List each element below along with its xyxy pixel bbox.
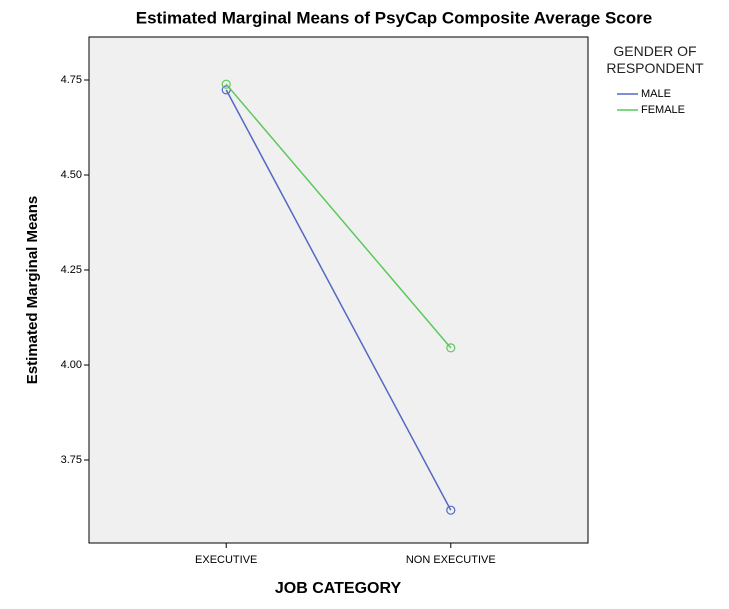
series-line (225, 89, 452, 511)
legend-label: MALE (641, 88, 671, 100)
series-line (225, 83, 452, 349)
x-tick-label: EXECUTIVE (195, 554, 257, 566)
plot-area (88, 36, 589, 544)
y-tick-label: 4.25 (61, 264, 82, 276)
point (446, 343, 456, 353)
x-axis-label: JOB CATEGORY (275, 580, 402, 597)
y-tick-label: 4.00 (61, 359, 82, 371)
legend-label: FEMALE (641, 104, 685, 116)
y-axis-label: Estimated Marginal Means (24, 196, 41, 384)
y-tick-label: 4.75 (61, 74, 82, 86)
y-tick-label: 4.50 (61, 169, 82, 181)
point (221, 79, 231, 89)
chart-title: Estimated Marginal Means of PsyCap Compo… (136, 8, 652, 27)
y-tick-label: 3.75 (61, 454, 82, 466)
x-tick-label: NON EXECUTIVE (406, 554, 496, 566)
legend-title: GENDER OF RESPONDENT (606, 43, 704, 76)
point (446, 505, 456, 515)
